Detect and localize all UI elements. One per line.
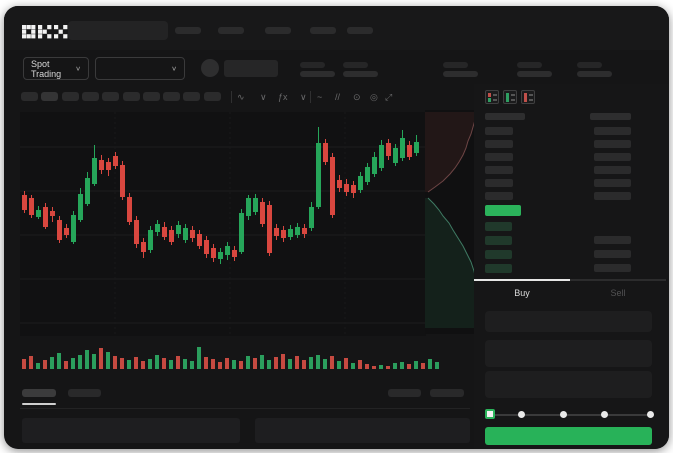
camera-snapshot-icon[interactable]: ⊙: [353, 92, 361, 102]
buy-submit-button[interactable]: [485, 427, 652, 445]
total-input[interactable]: [485, 371, 652, 398]
display-dropdown-icon[interactable]: ∨: [300, 92, 307, 102]
amount-input[interactable]: [485, 340, 652, 367]
divider: [310, 91, 311, 103]
orders-tab-active[interactable]: [22, 389, 56, 397]
pair-name-placeholder: [224, 60, 278, 77]
price-input[interactable]: [485, 311, 652, 332]
divider: [231, 91, 232, 103]
tab-buy[interactable]: Buy: [474, 279, 570, 305]
top-nav-bar: [4, 6, 669, 50]
coin-icon: [201, 59, 219, 77]
interval-dropdown-icon[interactable]: ∨: [260, 92, 267, 102]
line-tool-icon[interactable]: ~: [317, 92, 323, 102]
orders-empty-panel: [255, 418, 470, 443]
tab-sell[interactable]: Sell: [570, 279, 666, 305]
depth-chart[interactable]: [425, 110, 481, 334]
draw-tool-icon[interactable]: //: [335, 92, 341, 102]
divider: [20, 408, 470, 409]
chevron-down-icon: ∨: [171, 64, 177, 73]
last-price-bar[interactable]: [485, 205, 521, 216]
active-tab-indicator: [22, 403, 56, 405]
chevron-down-icon: ∨: [75, 64, 81, 73]
slider-stop-0[interactable]: [485, 409, 495, 419]
fullscreen-icon[interactable]: ⤢: [385, 92, 393, 102]
buy-sell-tabs: Buy Sell: [474, 279, 666, 305]
slider-stop-3[interactable]: [601, 411, 608, 418]
volume-chart[interactable]: [20, 336, 450, 372]
chart-style-icon[interactable]: ∿: [237, 92, 245, 102]
search-input[interactable]: [68, 21, 168, 40]
okx-logo[interactable]: [22, 25, 68, 40]
indicators-fx-icon[interactable]: ƒx: [278, 92, 288, 102]
orders-filter[interactable]: [430, 389, 464, 397]
book-both-icon[interactable]: [485, 90, 499, 104]
book-bids-icon[interactable]: [503, 90, 517, 104]
market-type-select[interactable]: Spot Trading ∨: [23, 57, 89, 80]
slider-stop-2[interactable]: [560, 411, 567, 418]
app-window: Spot Trading ∨ ∨ ∿ ∨ ƒx ∨ ~ // ⊙ ◎ ⤢ Buy Sell: [4, 6, 669, 449]
market-type-label: Spot Trading: [31, 58, 62, 79]
crosshair-icon[interactable]: ◎: [370, 92, 378, 102]
slider-stop-1[interactable]: [518, 411, 525, 418]
candlestick-chart[interactable]: [20, 112, 426, 336]
book-asks-icon[interactable]: [521, 90, 535, 104]
orders-tab[interactable]: [68, 389, 101, 397]
orders-empty-panel: [22, 418, 240, 443]
orders-filter[interactable]: [388, 389, 421, 397]
pair-select[interactable]: ∨: [95, 57, 185, 80]
orderbook-trade-panel: Buy Sell: [474, 84, 669, 449]
amount-slider[interactable]: [490, 414, 654, 416]
slider-stop-4[interactable]: [647, 411, 654, 418]
